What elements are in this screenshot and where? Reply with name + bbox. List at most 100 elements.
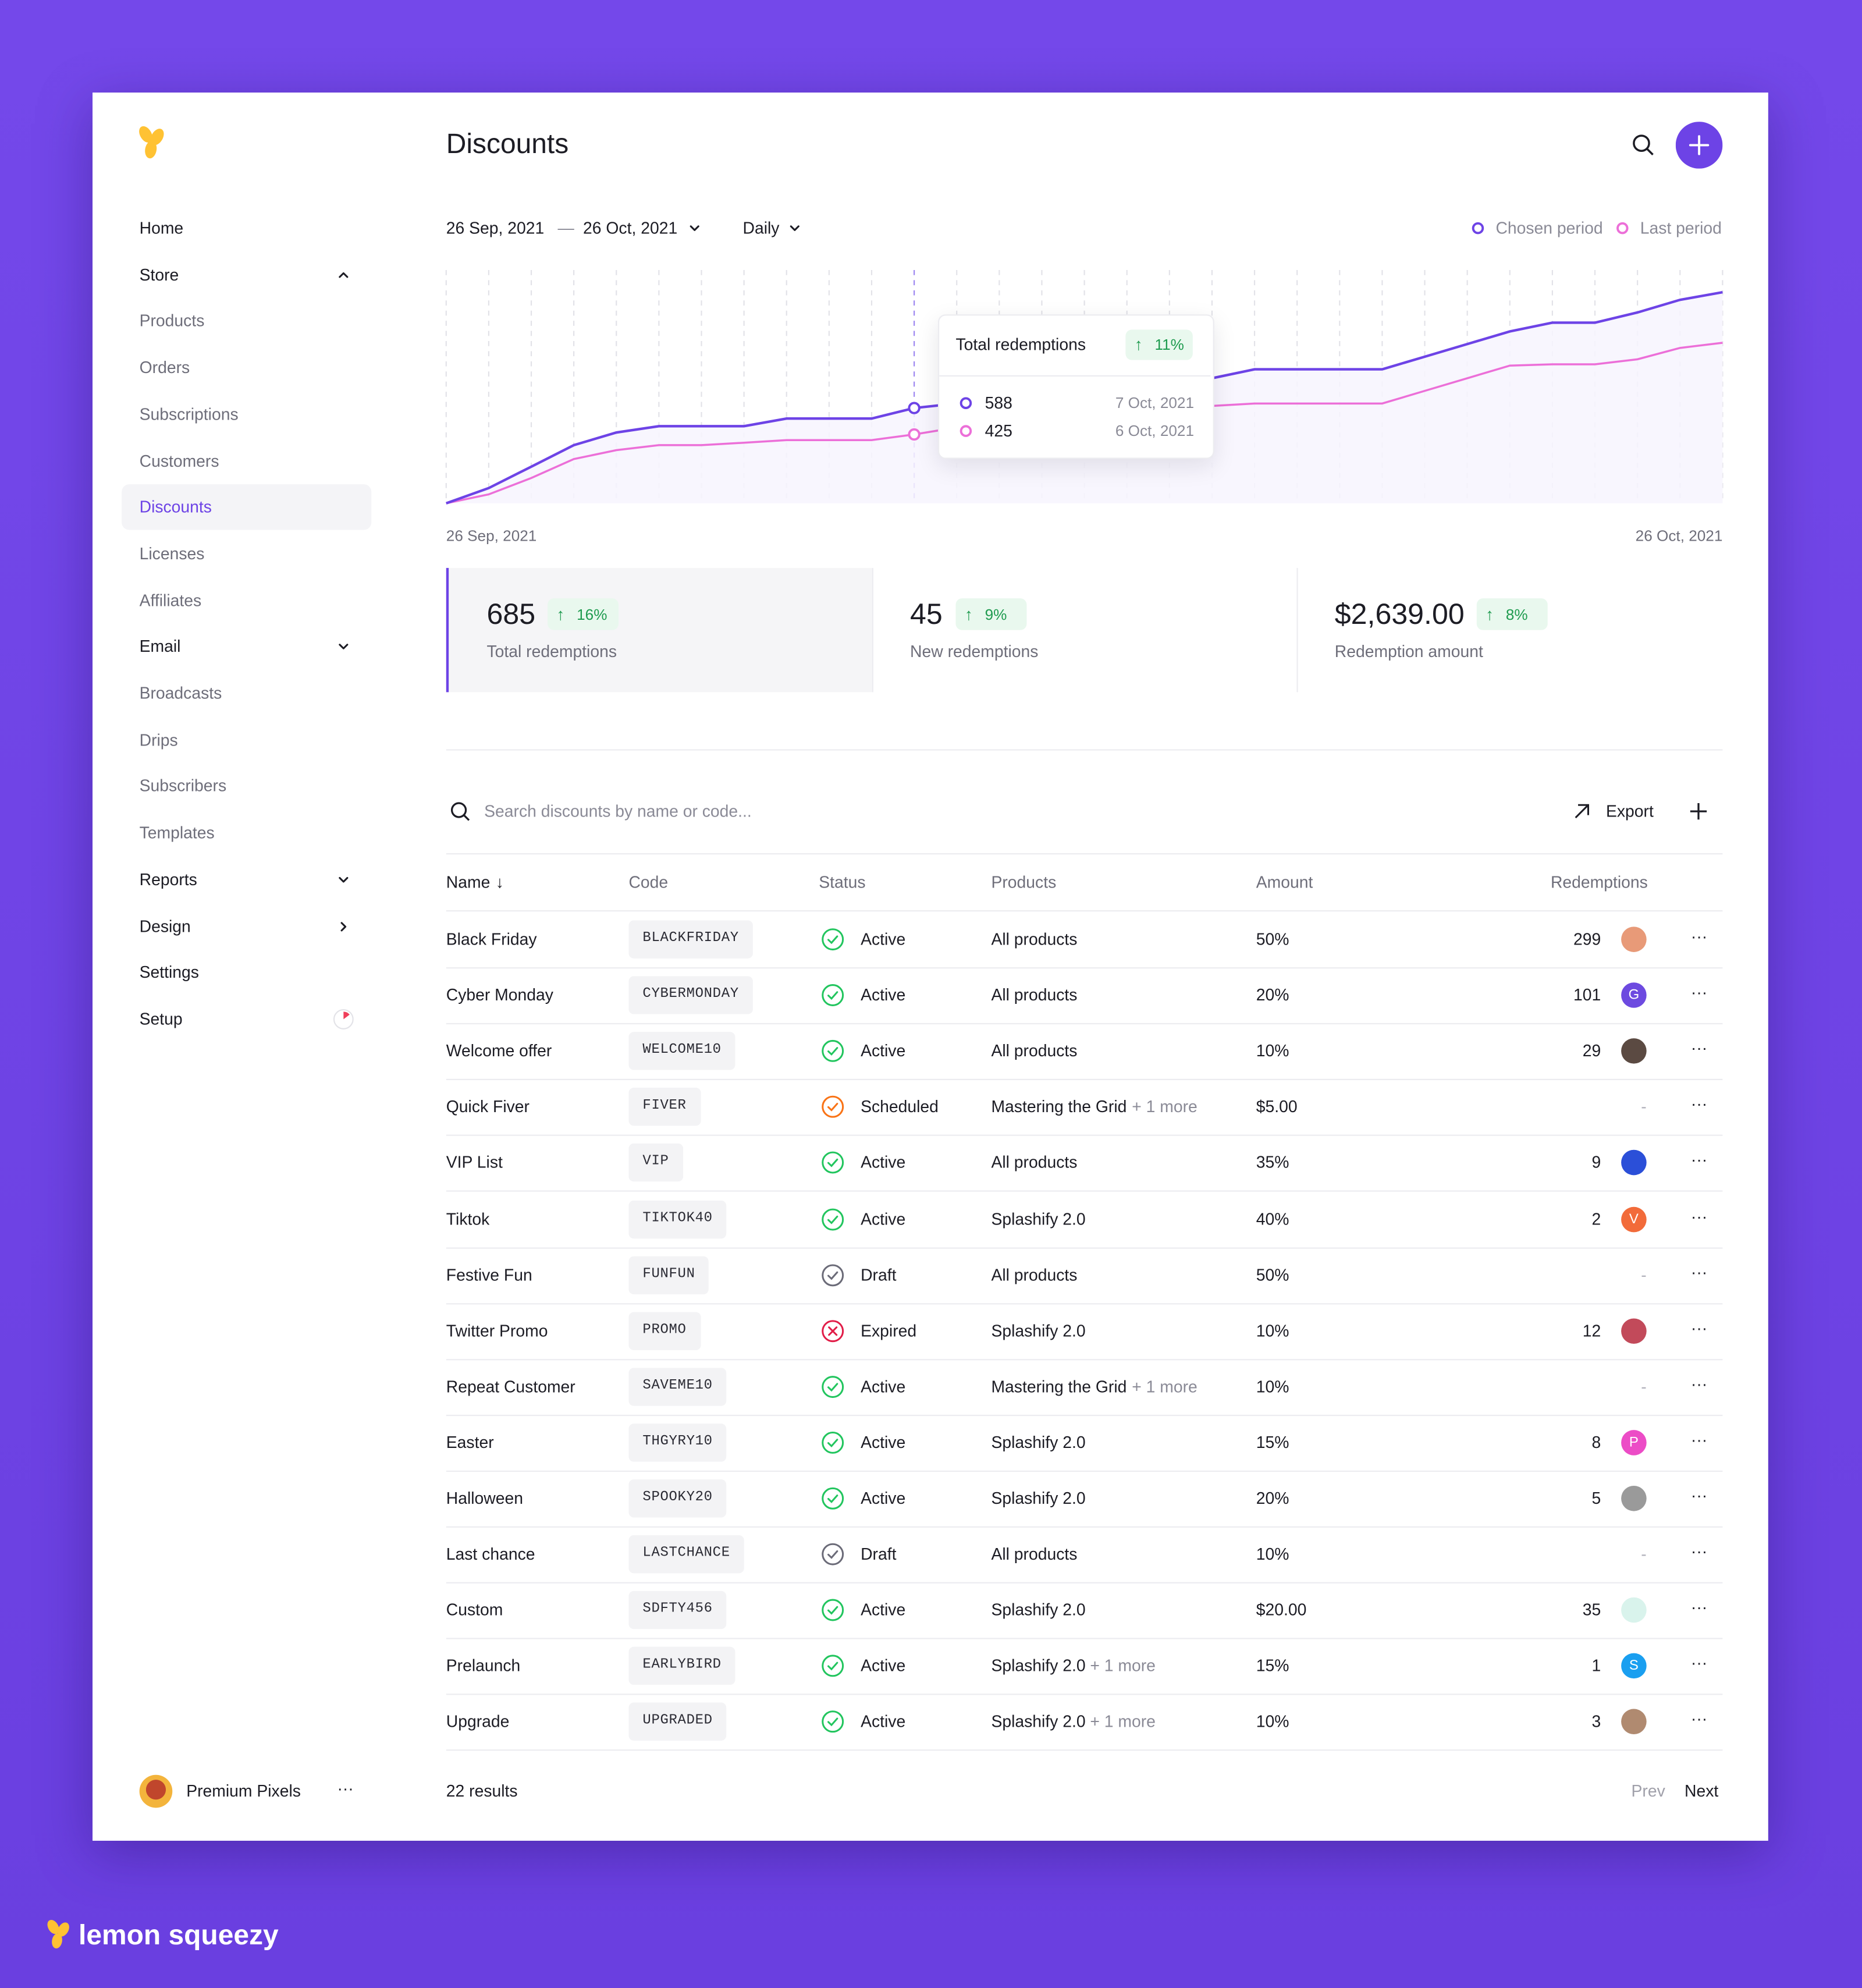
amount: 10% (1256, 1544, 1289, 1564)
status-icon (822, 1711, 844, 1734)
change-badge (1125, 329, 1193, 360)
discount-name[interactable]: Upgrade (446, 1712, 510, 1731)
brand-logo (47, 1919, 69, 1949)
row-menu[interactable]: ··· (1690, 1653, 1708, 1673)
discount-name[interactable]: Last chance (446, 1544, 535, 1564)
row-menu[interactable]: ··· (1690, 1598, 1708, 1617)
discount-name[interactable]: Prelaunch (446, 1656, 521, 1675)
nav-item[interactable]: Reports (139, 869, 197, 889)
row-menu[interactable]: ··· (1690, 1430, 1708, 1450)
row-divider (446, 1638, 1723, 1640)
discount-name[interactable]: Halloween (446, 1488, 524, 1508)
status-glyph (827, 1550, 838, 1559)
nav-item[interactable]: Affiliates (139, 590, 202, 610)
discount-name[interactable]: VIP List (446, 1153, 503, 1173)
row-menu[interactable]: ··· (1690, 1151, 1708, 1170)
discount-name[interactable]: Quick Fiver (446, 1097, 530, 1117)
nav-item[interactable]: Broadcasts (139, 683, 222, 703)
column-header[interactable]: Name (446, 872, 491, 892)
column-header[interactable]: Amount (1256, 872, 1313, 892)
status-icon (822, 1263, 844, 1286)
discount-name[interactable]: Welcome offer (446, 1041, 552, 1060)
nav-item[interactable]: Design (139, 916, 191, 935)
row-divider (446, 1247, 1723, 1248)
row-menu[interactable]: ··· (1690, 1542, 1708, 1561)
sort-arrow: ↓ (495, 872, 504, 892)
nav-item[interactable]: Licenses (139, 544, 205, 563)
nav-item[interactable]: Setup (139, 1009, 183, 1028)
nav-item[interactable]: Templates (139, 823, 215, 843)
status-icon (822, 1431, 844, 1454)
stat-divider (872, 567, 873, 693)
discount-name[interactable]: Tiktok (446, 1209, 490, 1229)
customer-avatar (1621, 1318, 1647, 1344)
nav-item[interactable]: Email (139, 637, 181, 656)
nav-item[interactable]: Home (139, 218, 184, 237)
discount-name[interactable]: Easter (446, 1432, 494, 1452)
redemptions: 35 (1582, 1600, 1601, 1620)
account-avatar (139, 1774, 173, 1808)
discount-name[interactable]: Custom (446, 1600, 503, 1620)
legend-marker (1616, 222, 1629, 235)
redemptions: 1 (1591, 1656, 1601, 1675)
account-menu[interactable]: ··· (337, 1778, 354, 1798)
nav-item[interactable]: Subscriptions (139, 404, 239, 424)
row-menu[interactable]: ··· (1690, 1262, 1708, 1281)
status-icon (822, 1152, 844, 1174)
nav-item[interactable]: Customers (139, 450, 219, 470)
status-label: Active (861, 1600, 906, 1620)
nav-item[interactable]: Settings (139, 963, 199, 982)
search-input[interactable]: Search discounts by name or code... (484, 801, 752, 821)
discount-name[interactable]: Cyber Monday (446, 985, 553, 1004)
stat-label: Total redemptions (486, 641, 617, 661)
row-divider (446, 1358, 1723, 1360)
interval[interactable]: Daily (742, 218, 780, 237)
row-menu[interactable]: ··· (1690, 1374, 1708, 1394)
date-from[interactable]: 26 Sep, 2021 (446, 218, 545, 237)
nav-item[interactable]: Subscribers (139, 776, 227, 796)
row-divider (446, 1582, 1723, 1584)
products: All products (991, 1544, 1078, 1564)
status-icon (822, 1208, 844, 1230)
row-menu[interactable]: ··· (1690, 1709, 1708, 1729)
row-menu[interactable]: ··· (1690, 1095, 1708, 1114)
legend-label: Chosen period (1495, 218, 1603, 237)
nav-item[interactable]: Products (139, 311, 205, 331)
column-header[interactable]: Status (819, 872, 866, 892)
row-divider (446, 1526, 1723, 1528)
nav-item-active[interactable]: Discounts (139, 497, 212, 517)
export-button[interactable]: Export (1605, 801, 1654, 821)
row-menu[interactable]: ··· (1690, 1486, 1708, 1506)
nav-item[interactable]: Store (139, 265, 179, 284)
status-icon (822, 1655, 844, 1677)
search-button[interactable] (1630, 132, 1655, 158)
column-header[interactable]: Code (628, 872, 669, 892)
row-menu[interactable]: ··· (1690, 1318, 1708, 1337)
row-menu[interactable]: ··· (1690, 1206, 1708, 1226)
prev-button[interactable]: Prev (1631, 1781, 1665, 1801)
point-marker (908, 428, 921, 441)
add-button[interactable] (1675, 122, 1723, 169)
nav-item[interactable]: Drips (139, 730, 178, 750)
row-menu[interactable]: ··· (1690, 1038, 1708, 1058)
nav-item[interactable]: Orders (139, 357, 190, 377)
status-label: Active (861, 1712, 906, 1731)
customer-avatar: P (1621, 1429, 1647, 1456)
column-header[interactable]: Redemptions (1550, 872, 1648, 892)
discount-name[interactable]: Twitter Promo (446, 1320, 548, 1340)
account-name: Premium Pixels (186, 1781, 301, 1801)
discount-name[interactable]: Festive Fun (446, 1265, 532, 1284)
date-to[interactable]: 26 Oct, 2021 (583, 218, 678, 237)
customer-avatar (1621, 926, 1647, 952)
discount-name[interactable]: Black Friday (446, 929, 537, 949)
chevron (340, 921, 347, 931)
row-menu[interactable]: ··· (1690, 926, 1708, 946)
next-button[interactable]: Next (1685, 1781, 1719, 1801)
row-menu[interactable]: ··· (1690, 982, 1708, 1002)
column-header[interactable]: Products (991, 872, 1057, 892)
discount-name[interactable]: Repeat Customer (446, 1376, 575, 1396)
status-icon (822, 1040, 844, 1063)
amount: $20.00 (1256, 1600, 1307, 1620)
redemptions: 5 (1591, 1488, 1601, 1508)
